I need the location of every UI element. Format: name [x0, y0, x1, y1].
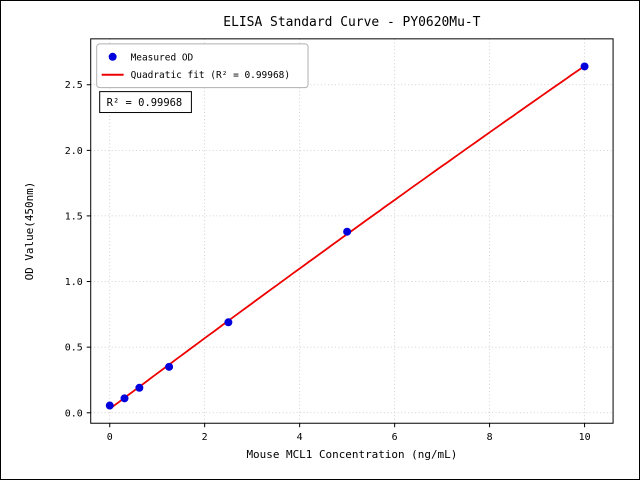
chart-title: ELISA Standard Curve - PY0620Mu-T	[223, 15, 480, 30]
data-point	[224, 318, 233, 327]
plot-layer: 0 2 4 6 8 10 0.0 0.5 1.0 1.5 2.0 2.5	[65, 38, 614, 443]
x-tick-label: 4	[297, 432, 303, 443]
y-tick-label: 2.0	[65, 146, 83, 157]
r-squared-annotation: R² = 0.99968	[99, 91, 192, 114]
y-tick-label: 2.5	[65, 80, 83, 91]
data-point	[120, 394, 129, 403]
x-tick-label: 6	[392, 432, 398, 443]
y-tick-label: 1.0	[65, 277, 83, 288]
legend: Measured OD Quadratic fit (R² = 0.99968)	[96, 43, 309, 89]
x-tick-label: 2	[202, 432, 208, 443]
data-point	[135, 383, 144, 392]
r-squared-text: R² = 0.99968	[107, 97, 183, 109]
y-tick-label: 0.0	[65, 408, 83, 419]
r-squared-box	[99, 91, 192, 114]
data-point	[580, 62, 589, 71]
data-point	[105, 401, 114, 410]
x-axis-label: Mouse MCL1 Concentration (ng/mL)	[246, 448, 457, 461]
y-tick-label: 1.5	[65, 211, 83, 222]
legend-marker-measured-od	[108, 52, 117, 61]
x-tick-label: 10	[579, 432, 591, 443]
legend-label-quadratic-fit: Quadratic fit (R² = 0.99968)	[131, 70, 290, 81]
x-tick-label: 8	[487, 432, 493, 443]
x-tick-label: 0	[107, 432, 113, 443]
data-point	[165, 362, 174, 371]
legend-label-measured-od: Measured OD	[131, 52, 194, 63]
y-axis-label: OD Value(450nm)	[23, 182, 36, 281]
legend-box	[96, 43, 309, 89]
quadratic-fit-line	[109, 65, 586, 410]
data-point	[343, 227, 352, 236]
y-tick-label: 0.5	[65, 343, 83, 354]
plot-border	[90, 38, 614, 424]
